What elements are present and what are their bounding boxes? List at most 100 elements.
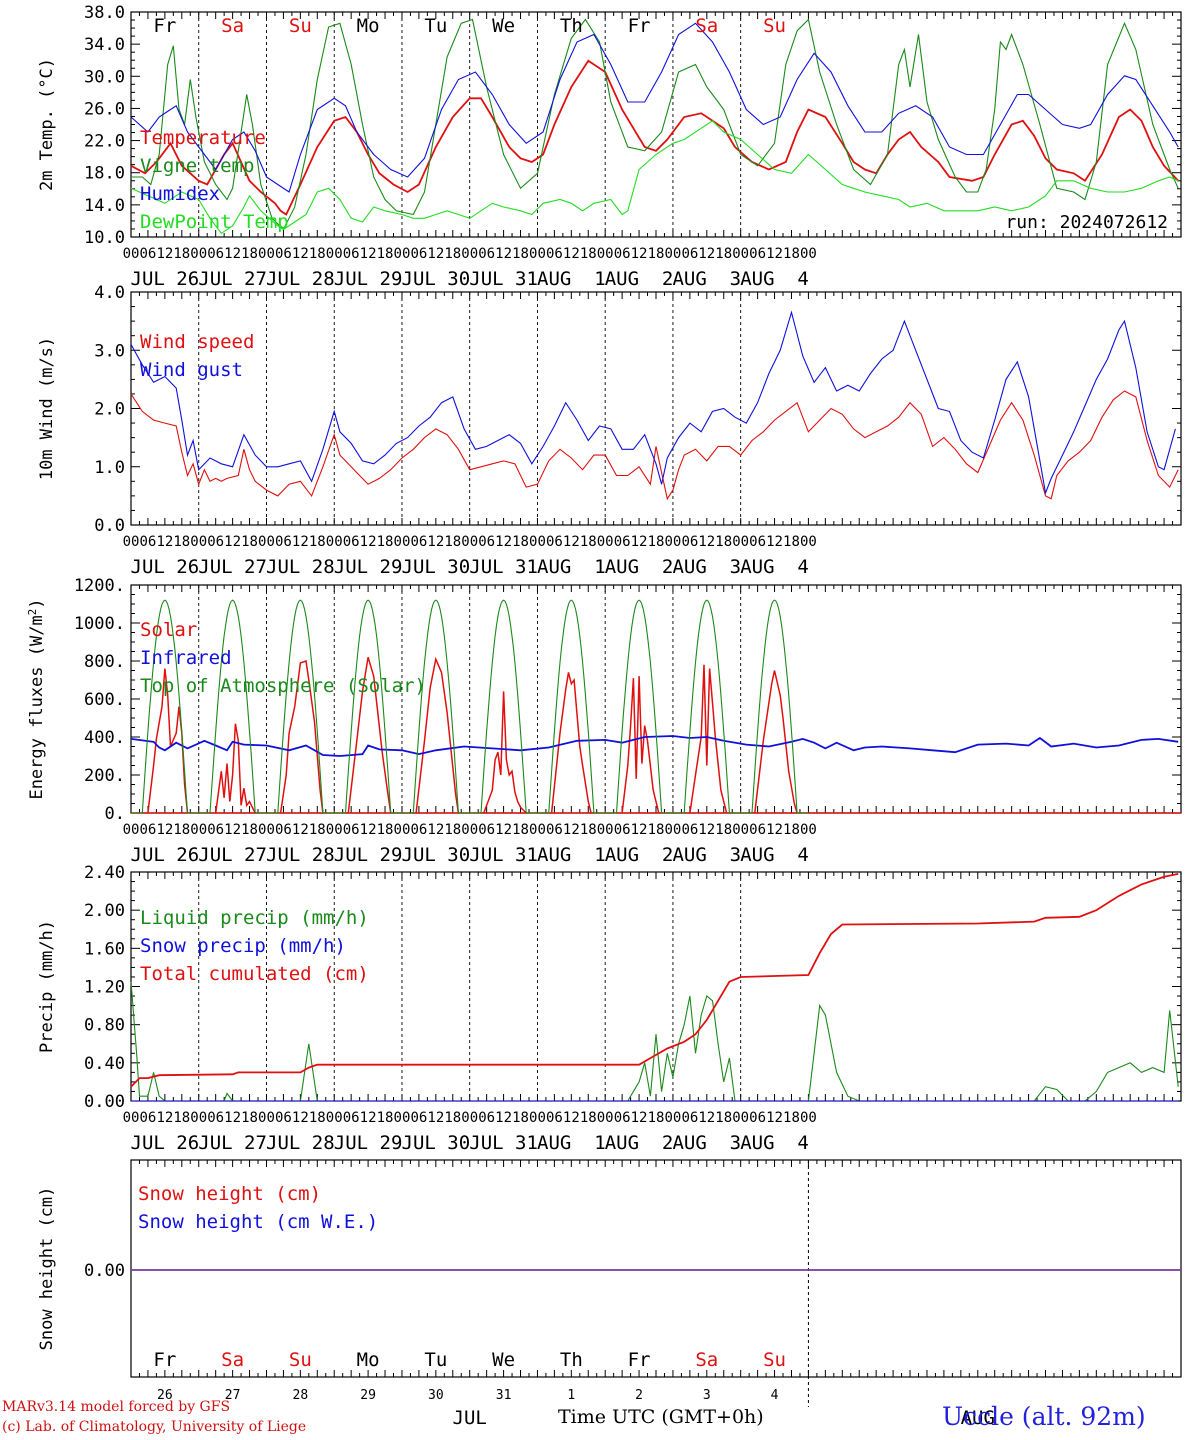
hour-tick-label: 18 [173, 1110, 190, 1126]
hour-tick-label: 12 [156, 534, 173, 550]
weekday-label: Su [763, 1349, 786, 1371]
hour-tick-label: 12 [156, 1110, 173, 1126]
day-number-label: 3 [703, 1388, 711, 1403]
hour-tick-label: 12 [631, 534, 648, 550]
hour-tick-label: 06 [140, 246, 157, 262]
hour-tick-label: 18 [783, 534, 800, 550]
hour-tick-label: 06 [614, 1110, 631, 1126]
hour-tick-label: 00 [665, 822, 682, 838]
legend-entry: Vigne temp [140, 155, 254, 177]
y-tick-label: 0.0 [94, 516, 125, 536]
plot-frame [130, 584, 1182, 814]
hour-tick-label: 00 [394, 246, 411, 262]
footer-lab-credit: (c) Lab. of Climatology, University of L… [2, 1419, 307, 1435]
hour-tick-label: 06 [614, 246, 631, 262]
y-tick-label: 0. [105, 804, 125, 824]
date-label: JUL 31 [469, 556, 538, 578]
hour-tick-label: 00 [665, 534, 682, 550]
series-line [130, 735, 1179, 757]
date-label: JUL 29 [334, 268, 403, 290]
hour-tick-label: 18 [783, 1110, 800, 1126]
hour-tick-label: 00 [665, 1110, 682, 1126]
hour-tick-label: 00 [326, 822, 343, 838]
weekday-label: Tu [424, 15, 447, 37]
hour-tick-label: 06 [546, 822, 563, 838]
hour-tick-label: 12 [360, 822, 377, 838]
legend-entry: Humidex [140, 183, 220, 205]
hour-tick-label: 00 [665, 246, 682, 262]
date-label: JUL 30 [402, 268, 471, 290]
date-label: JUL 26 [131, 268, 200, 290]
hour-tick-label: 18 [241, 534, 258, 550]
day-number-label: 4 [771, 1388, 779, 1403]
hour-tick-label: 12 [292, 1110, 309, 1126]
hour-tick-label: 18 [309, 1110, 326, 1126]
y-tick-label: 4.0 [94, 283, 125, 303]
weekday-label: Fr [628, 15, 651, 37]
date-label: JUL 31 [469, 1132, 538, 1154]
hour-tick-label: 06 [681, 246, 698, 262]
hour-tick-label: 00 [800, 534, 817, 550]
hour-tick-label: 06 [681, 822, 698, 838]
hour-tick-label: 12 [698, 1110, 715, 1126]
y-tick-label: 34.0 [84, 35, 125, 55]
hour-tick-label: 12 [427, 246, 444, 262]
date-label: AUG 3 [672, 844, 741, 866]
hour-tick-label: 00 [394, 534, 411, 550]
y-tick-label: 30.0 [84, 67, 125, 87]
hour-tick-label: 18 [648, 246, 665, 262]
date-label: JUL 28 [266, 268, 335, 290]
series-solar-day [214, 723, 256, 814]
date-label: JUL 30 [402, 844, 471, 866]
hour-tick-label: 06 [546, 1110, 563, 1126]
hour-tick-label: 12 [224, 246, 241, 262]
hour-tick-label: 06 [546, 246, 563, 262]
series-solar-day [689, 664, 728, 814]
date-label: AUG 4 [740, 268, 809, 290]
date-label: AUG 3 [672, 1132, 741, 1154]
hour-tick-label: 18 [648, 822, 665, 838]
series-solar-day [621, 676, 660, 814]
weekday-label: Fr [628, 1349, 651, 1371]
footer-model-credit: MARv3.14 model forced by GFS [2, 1399, 231, 1415]
hour-tick-label: 18 [512, 246, 529, 262]
date-label: AUG 1 [537, 556, 606, 578]
weekday-label: Sa [695, 15, 718, 37]
weekday-label: Fr [153, 1349, 176, 1371]
hour-tick-label: 18 [715, 534, 732, 550]
hour-tick-label: 12 [495, 1110, 512, 1126]
date-label: JUL 27 [198, 844, 267, 866]
hour-tick-label: 12 [224, 1110, 241, 1126]
y-tick-label: 0.40 [84, 1054, 125, 1074]
date-label: AUG 2 [605, 844, 674, 866]
plot-frame [130, 291, 1182, 526]
hour-tick-label: 00 [326, 534, 343, 550]
y-tick-label: 2.00 [84, 901, 125, 921]
hour-tick-label: 00 [732, 822, 749, 838]
weekday-label: Sa [221, 1349, 244, 1371]
date-label: JUL 30 [402, 1132, 471, 1154]
hour-tick-label: 18 [444, 534, 461, 550]
date-label: JUL 26 [131, 1132, 200, 1154]
hour-tick-label: 00 [461, 822, 478, 838]
y-axis-label: Precip (mm/h) [37, 920, 57, 1053]
hour-tick-label: 06 [207, 822, 224, 838]
hour-tick-label: 18 [309, 534, 326, 550]
hour-tick-label: 18 [309, 246, 326, 262]
hour-tick-label: 00 [258, 822, 275, 838]
hour-tick-label: 12 [495, 822, 512, 838]
date-label: JUL 26 [131, 844, 200, 866]
weekday-label: Sa [221, 15, 244, 37]
hour-tick-label: 12 [766, 822, 783, 838]
hour-tick-label: 06 [140, 534, 157, 550]
hour-tick-label: 18 [580, 534, 597, 550]
hour-tick-label: 18 [783, 246, 800, 262]
hour-tick-label: 18 [377, 534, 394, 550]
legend-entry: Top of Atmosphere (Solar) [140, 675, 426, 697]
hour-tick-label: 00 [190, 822, 207, 838]
hour-tick-label: 06 [207, 534, 224, 550]
series-solar-day [415, 656, 460, 814]
series-solar-day [347, 656, 392, 814]
weekday-label: Su [289, 15, 312, 37]
y-tick-label: 1.0 [94, 458, 125, 478]
